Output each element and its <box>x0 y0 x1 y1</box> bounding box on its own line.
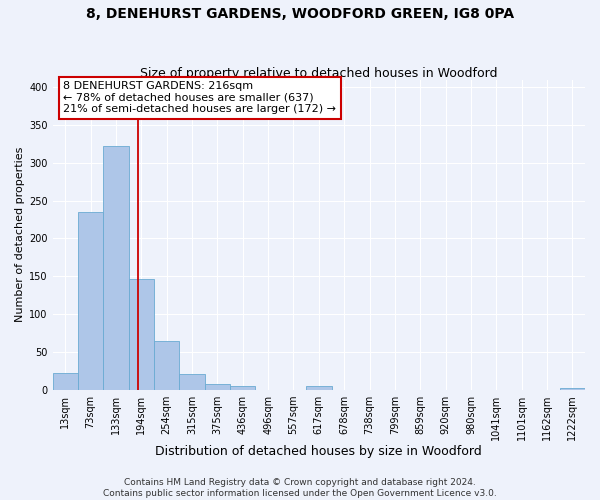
Bar <box>560 388 585 390</box>
Bar <box>129 280 154 390</box>
Text: 8, DENEHURST GARDENS, WOODFORD GREEN, IG8 0PA: 8, DENEHURST GARDENS, WOODFORD GREEN, IG… <box>86 8 514 22</box>
Bar <box>230 386 256 390</box>
Bar <box>78 212 103 390</box>
Text: 8 DENEHURST GARDENS: 216sqm
← 78% of detached houses are smaller (637)
21% of se: 8 DENEHURST GARDENS: 216sqm ← 78% of det… <box>63 81 336 114</box>
Bar <box>306 386 332 390</box>
Y-axis label: Number of detached properties: Number of detached properties <box>15 147 25 322</box>
Bar <box>205 384 230 390</box>
Bar <box>103 146 129 390</box>
Bar <box>53 373 78 390</box>
X-axis label: Distribution of detached houses by size in Woodford: Distribution of detached houses by size … <box>155 444 482 458</box>
Text: Contains HM Land Registry data © Crown copyright and database right 2024.
Contai: Contains HM Land Registry data © Crown c… <box>103 478 497 498</box>
Bar <box>179 374 205 390</box>
Title: Size of property relative to detached houses in Woodford: Size of property relative to detached ho… <box>140 66 497 80</box>
Bar <box>154 340 179 390</box>
